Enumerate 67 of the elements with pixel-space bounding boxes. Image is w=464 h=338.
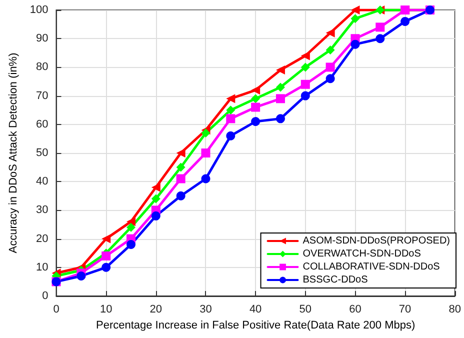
point: [276, 114, 285, 124]
point: [300, 80, 310, 89]
y-tick-label: 30: [36, 204, 48, 216]
y-tick-label: 70: [36, 90, 48, 102]
x-tick-label: 70: [398, 304, 412, 316]
point: [126, 240, 136, 250]
point: [151, 194, 160, 204]
point: [126, 217, 136, 226]
point: [176, 148, 186, 158]
point: [376, 22, 385, 32]
point: [176, 174, 186, 184]
point: [300, 62, 310, 72]
point: [226, 114, 236, 124]
point: [201, 148, 210, 158]
x-tick-label: 40: [249, 304, 262, 316]
x-tick-label: 50: [299, 304, 312, 316]
point: [201, 128, 210, 138]
y-tick-label: 50: [36, 147, 48, 159]
point: [276, 66, 285, 75]
y-tick-label: 80: [36, 61, 48, 74]
point: [276, 94, 285, 104]
point: [350, 6, 360, 14]
point: [251, 117, 260, 126]
y-tick-label: 40: [36, 176, 48, 188]
point: [350, 40, 360, 49]
point: [76, 271, 86, 280]
point: [126, 222, 136, 232]
point: [300, 91, 310, 100]
legend-label: BSSGC-DDoS: [302, 274, 368, 286]
point: [226, 106, 236, 115]
y-tick-label: 10: [36, 261, 48, 274]
point: [400, 16, 410, 26]
point: [350, 14, 360, 24]
point: [326, 74, 335, 84]
point: [226, 131, 236, 140]
x-tick-label: 10: [100, 304, 112, 316]
y-tick-label: 0: [42, 290, 48, 302]
point: [151, 182, 160, 192]
x-tick-label: 0: [53, 304, 60, 316]
x-tick-label: 20: [150, 304, 162, 316]
legend-label: COLLABORATIVE-SDN-DDoS: [302, 262, 440, 272]
x-tick-label: 30: [200, 304, 212, 316]
legend-label: OVERWATCH-SDN-DDoS: [302, 248, 422, 260]
point: [102, 234, 111, 244]
legend-label: ASOM-SDN-DDoS(PROPOSED): [302, 236, 450, 246]
point: [326, 62, 335, 72]
y-tick-label: 90: [36, 32, 48, 45]
x-tick-label: 60: [349, 304, 362, 316]
x-tick-label: 80: [448, 304, 462, 316]
x-axis-title: Percentage Increase in False Positive Rate(Data Rate 200 Mbps): [96, 319, 416, 332]
point: [201, 174, 210, 184]
y-tick-label: 60: [36, 118, 48, 130]
point: [176, 162, 186, 172]
point: [102, 251, 111, 260]
point: [376, 34, 385, 44]
y-tick-label: 20: [36, 232, 48, 245]
point: [226, 94, 236, 104]
y-axis-title: Accuracy in DDoS Attack Detection (in%): [8, 52, 20, 254]
y-tick-label: 100: [30, 4, 48, 16]
point: [326, 46, 335, 55]
point: [276, 82, 285, 92]
point: [251, 102, 260, 112]
point: [251, 94, 260, 104]
point: [151, 211, 160, 220]
point: [251, 86, 260, 95]
point: [176, 191, 186, 200]
point: [102, 262, 111, 272]
